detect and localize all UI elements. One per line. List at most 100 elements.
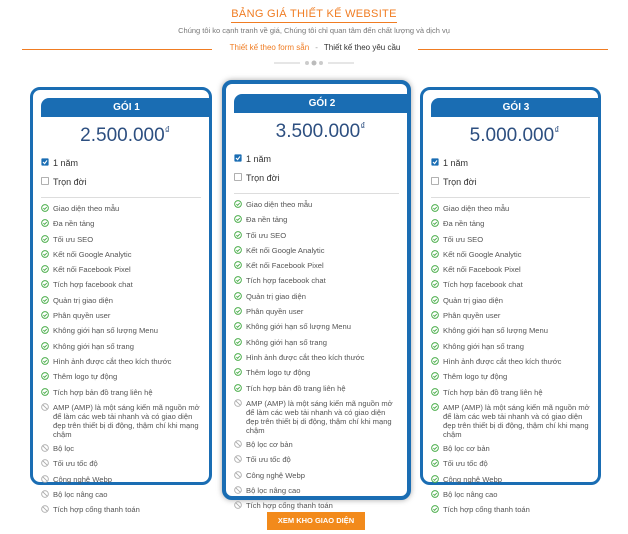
included-icon [431, 372, 439, 382]
feature-text: Không giới hạn số lượng Menu [246, 322, 351, 332]
included-icon [431, 341, 439, 352]
option-label[interactable]: Trọn đời [246, 172, 280, 183]
checkbox[interactable] [41, 176, 49, 187]
checkbox[interactable] [431, 176, 439, 187]
feature: Tích hợp bản đồ trang liên hệ [431, 388, 598, 398]
feature: Đa nền tảng [431, 219, 598, 229]
feature: Tích hợp bản đồ trang liên hệ [41, 388, 209, 398]
view-button[interactable]: XEM KHO GIAO DIỆN [267, 512, 365, 530]
option[interactable]: Trọn đời [234, 168, 407, 187]
included-icon [431, 474, 439, 485]
excluded-icon [41, 474, 49, 485]
feature-text: Công nghệ Webp [53, 474, 112, 484]
included-icon [41, 204, 49, 214]
included-icon [431, 444, 439, 454]
feature-text: Giao diện theo mẫu [246, 200, 313, 209]
feature-text: AMP (AMP) là một sáng kiến mã nguồn mở đ… [53, 402, 200, 439]
feature-text: Tích hợp facebook chat [53, 280, 133, 290]
feature-text: Hình ảnh được cắt theo kích thước [246, 352, 365, 362]
plan-name: GÓI 1 [41, 98, 212, 117]
title-text: BẢNG GIÁ THIẾT KẾ WEBSITE [231, 8, 397, 23]
excluded-icon [41, 459, 49, 469]
feature-text: Tích hợp facebook chat [443, 280, 523, 290]
feature-text: Giao diện theo mẫu [53, 204, 120, 213]
feature-text: Tối ưu tốc độ [53, 459, 98, 469]
plan-name: GÓI 2 [234, 94, 410, 113]
feature: Bộ lọc nâng cao [431, 490, 598, 500]
feature: Hình ảnh được cắt theo kích thước [431, 357, 598, 367]
price-value: 3.500.000 [275, 121, 361, 142]
tab[interactable]: Thiết kế theo yêu cầu [323, 43, 401, 52]
feature-text: Tối ưu tốc độ [246, 455, 291, 465]
option[interactable]: Trọn đời [431, 172, 598, 191]
option-label[interactable]: Trọn đời [53, 176, 87, 187]
feature-text: Hình ảnh được cắt theo kích thước [443, 356, 562, 366]
option-label[interactable]: 1 năm [246, 153, 272, 164]
feature-text: Tích hợp cổng thanh toán [443, 505, 530, 515]
feature: Tối ưu tốc độ [41, 459, 209, 469]
feature-text: Đa nền tảng [53, 219, 95, 229]
currency: ₫ [554, 125, 560, 137]
feature: Tối ưu tốc độ [234, 455, 407, 465]
feature-text: Hình ảnh được cắt theo kích thước [53, 356, 172, 366]
feature: Quản trị giao diện [234, 292, 407, 302]
excluded-icon [234, 440, 242, 450]
checkbox[interactable] [234, 172, 242, 183]
feature: Kết nối Google Analytic [41, 250, 209, 260]
included-icon [234, 368, 242, 378]
option[interactable]: 1 năm [41, 153, 209, 172]
excluded-icon [234, 486, 242, 496]
feature: Không giới hạn số lượng Menu [234, 322, 407, 332]
feature: Phân quyền user [431, 311, 598, 321]
option[interactable]: 1 năm [234, 149, 407, 168]
included-icon [41, 357, 49, 367]
feature: Bộ lọc nâng cao [234, 486, 407, 496]
option-label[interactable]: 1 năm [53, 157, 79, 168]
subtitle: Chúng tôi ko cạnh tranh về giá, Chúng tô… [178, 26, 450, 35]
feature: Quản trị giao diện [431, 296, 598, 306]
feature: Kết nối Facebook Pixel [41, 265, 209, 275]
included-icon [234, 215, 242, 225]
excluded-icon [41, 505, 49, 515]
feature-text: Giao diện theo mẫu [443, 204, 510, 213]
checkbox[interactable] [431, 157, 439, 168]
option[interactable]: Trọn đời [41, 172, 209, 191]
feature: Hình ảnh được cắt theo kích thước [41, 357, 209, 367]
feature: Đa nền tảng [234, 215, 407, 225]
excluded-icon [41, 403, 49, 439]
checkbox[interactable] [234, 153, 242, 164]
included-icon [431, 505, 439, 515]
currency: ₫ [164, 125, 170, 137]
excluded-icon [41, 490, 49, 500]
included-icon [431, 295, 439, 306]
feature-text: Tích hợp facebook chat [246, 276, 326, 286]
divider [274, 60, 354, 66]
feature: Phân quyền user [41, 311, 209, 321]
tabs: Thiết kế theo form sẵn - Thiết kế theo yêu… [22, 43, 608, 55]
included-icon [41, 219, 49, 229]
feature-text: Đa nền tảng [443, 219, 485, 229]
tab[interactable]: Thiết kế theo form sẵn [229, 43, 310, 52]
price: 5.000.000₫ [431, 125, 598, 147]
included-icon [431, 387, 439, 398]
feature: Tích hợp facebook chat [431, 280, 598, 290]
feature: Phân quyền user [234, 307, 407, 317]
option-label[interactable]: 1 năm [443, 157, 469, 168]
feature-text: Kết nối Google Analytic [443, 249, 522, 259]
feature-text: Bộ lọc cơ bản [246, 440, 293, 450]
included-icon [41, 341, 49, 352]
option-label[interactable]: Trọn đời [443, 176, 477, 187]
option[interactable]: 1 năm [431, 153, 598, 172]
excluded-icon [234, 470, 242, 481]
included-icon [431, 219, 439, 229]
excluded-icon [234, 399, 242, 435]
title: BẢNG GIÁ THIẾT KẾ WEBSITE [0, 8, 628, 23]
feature: Tích hợp facebook chat [41, 280, 209, 290]
price: 2.500.000₫ [41, 125, 209, 147]
included-icon [41, 387, 49, 398]
separator [431, 197, 590, 198]
checkbox[interactable] [41, 157, 49, 168]
feature-text: Tích hợp bản đồ trang liên hệ [443, 387, 543, 397]
feature: Không giới hạn số lượng Menu [41, 326, 209, 336]
